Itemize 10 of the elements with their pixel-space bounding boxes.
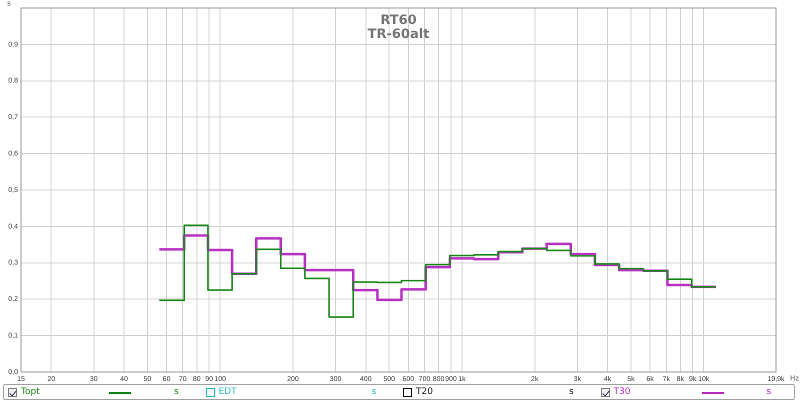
text: s (174, 387, 179, 397)
text: TR-60alt (368, 26, 430, 42)
legend-label: EDT (218, 387, 237, 397)
text: T30 (614, 387, 630, 397)
chart-title: RT60 (380, 12, 417, 28)
text: s (569, 387, 574, 397)
text: Topt (21, 387, 40, 397)
text: s (372, 387, 376, 397)
legend-label: T20 (416, 387, 433, 397)
text: s (766, 387, 772, 397)
